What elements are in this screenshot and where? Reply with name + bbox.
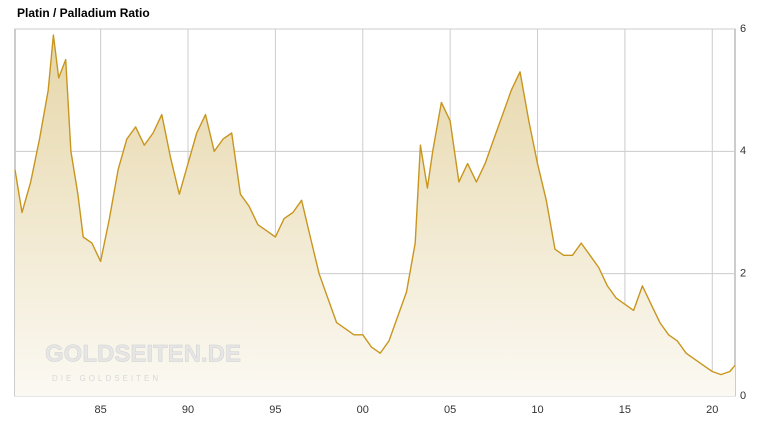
x-tick-label: 00	[357, 404, 369, 416]
x-tick-label: 10	[531, 404, 543, 416]
chart-title: Platin / Palladium Ratio	[17, 6, 150, 20]
y-tick-label: 6	[740, 23, 746, 35]
y-tick-label: 4	[740, 145, 746, 157]
x-tick-label: 85	[95, 404, 107, 416]
area	[15, 35, 735, 396]
x-tick-label: 15	[619, 404, 631, 416]
watermark: GOLDSEITEN.DE	[45, 340, 241, 367]
y-tick-label: 2	[740, 268, 746, 280]
x-tick-label: 90	[182, 404, 194, 416]
watermark-sub: DIE GOLDSEITEN	[52, 374, 161, 383]
x-tick-label: 95	[269, 404, 281, 416]
x-tick-label: 05	[444, 404, 456, 416]
x-tick-label: 20	[706, 404, 718, 416]
y-tick-label: 0	[740, 390, 746, 402]
line	[14, 34, 736, 376]
